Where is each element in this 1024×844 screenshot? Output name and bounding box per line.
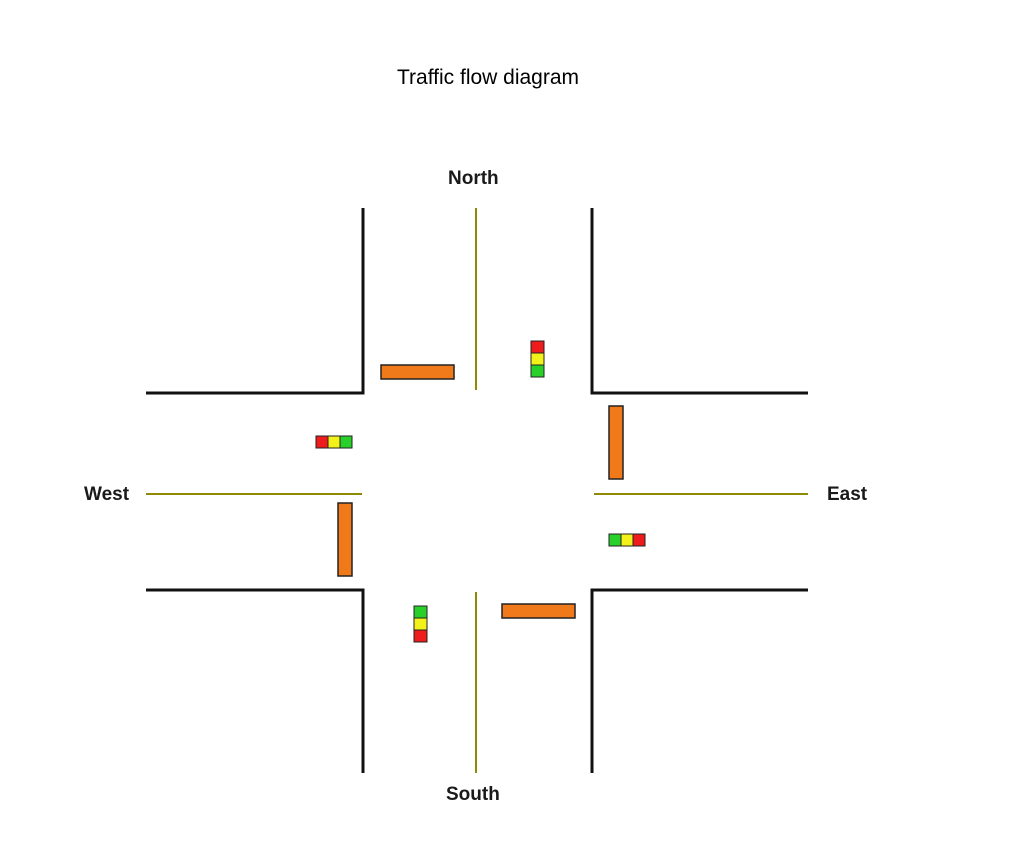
vehicle-north [380,364,455,380]
east-label: East [827,484,868,505]
road-curbs [146,208,808,773]
south-label: South [446,784,500,805]
traffic-light-east [608,533,646,547]
vehicles [337,364,624,619]
west-label: West [84,484,130,505]
traffic-lights [315,340,646,643]
vehicle-west [337,502,353,577]
curb-northwest [146,208,365,395]
diagram-title: Traffic flow diagram [396,66,580,89]
center-lines [146,208,808,773]
traffic-light-north [530,340,545,378]
traffic-light-west [315,435,353,449]
vehicle-east [608,405,624,480]
curb-northeast [590,208,808,395]
curb-southeast [590,588,808,773]
vehicle-south [501,603,576,619]
north-label: North [448,168,499,189]
curb-southwest [146,588,365,773]
traffic-light-south [413,605,428,643]
